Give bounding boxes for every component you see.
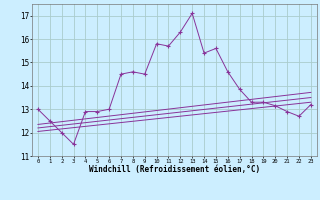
X-axis label: Windchill (Refroidissement éolien,°C): Windchill (Refroidissement éolien,°C) [89,165,260,174]
